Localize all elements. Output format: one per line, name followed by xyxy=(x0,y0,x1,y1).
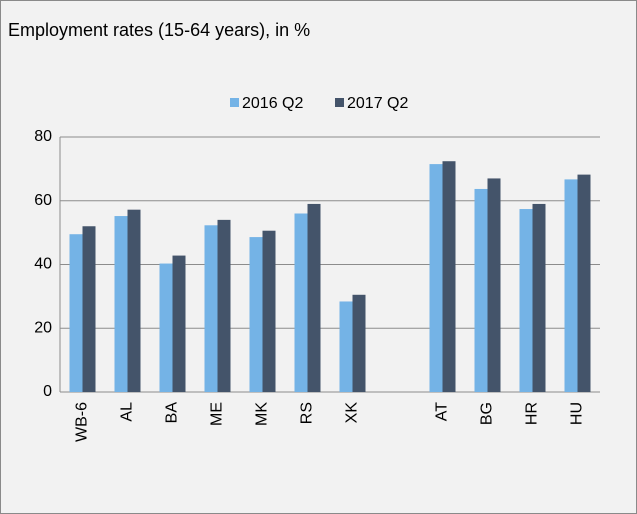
bar xyxy=(429,164,443,392)
x-tick-label: XK xyxy=(344,402,361,424)
chart-title: Employment rates (15-64 years), in % xyxy=(8,20,310,40)
y-tick-label: 20 xyxy=(34,319,52,336)
bar xyxy=(577,174,591,392)
legend-label: 2017 Q2 xyxy=(347,95,408,112)
bar xyxy=(487,178,501,392)
x-tick-label: ME xyxy=(209,402,226,426)
x-tick-label: BA xyxy=(164,402,181,424)
x-tick-label: RS xyxy=(299,402,316,424)
x-tick-label: MK xyxy=(254,402,271,426)
legend-label: 2016 Q2 xyxy=(242,95,303,112)
bar xyxy=(82,226,96,392)
bar xyxy=(339,301,353,392)
x-tick-label: HU xyxy=(569,402,586,425)
bar xyxy=(217,219,231,392)
legend-swatch xyxy=(230,98,239,107)
bar xyxy=(474,188,488,392)
x-tick-label: AT xyxy=(434,402,451,421)
bar xyxy=(294,213,308,392)
bar xyxy=(442,161,456,392)
x-tick-label: AL xyxy=(119,402,136,422)
bar xyxy=(69,234,83,392)
bar xyxy=(204,225,218,392)
bar xyxy=(172,255,186,392)
bar xyxy=(307,203,321,392)
y-tick-label: 60 xyxy=(34,192,52,209)
bar xyxy=(262,230,276,392)
bar xyxy=(564,179,578,392)
bar xyxy=(114,216,128,392)
legend-swatch xyxy=(335,98,344,107)
x-tick-label: BG xyxy=(479,402,496,425)
bar xyxy=(127,209,141,392)
y-tick-label: 80 xyxy=(34,128,52,145)
x-tick-label: HR xyxy=(524,402,541,425)
y-tick-label: 0 xyxy=(43,383,52,400)
x-tick-label: WB-6 xyxy=(74,402,91,442)
y-tick-label: 40 xyxy=(34,256,52,273)
bar xyxy=(532,203,546,392)
bar xyxy=(352,294,366,392)
bar xyxy=(159,263,173,392)
bar xyxy=(249,237,263,392)
bar xyxy=(519,209,533,392)
